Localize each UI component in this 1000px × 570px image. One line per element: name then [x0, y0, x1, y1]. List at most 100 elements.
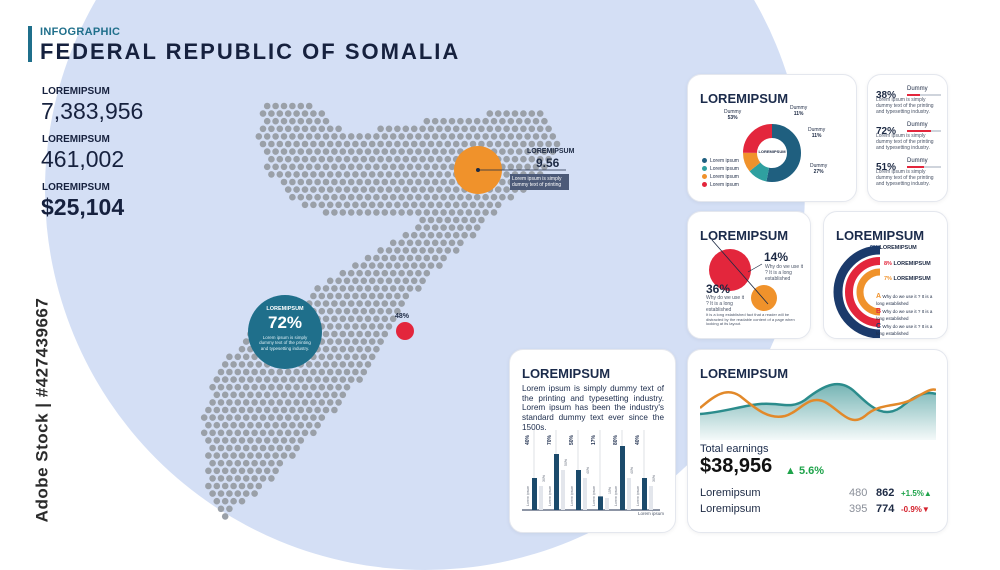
donut-legend: Lorem ipsum Lorem ipsum Lorem ipsum Lore… — [702, 157, 739, 189]
map-dot — [322, 376, 330, 383]
map-dot — [326, 292, 334, 300]
map-dot — [331, 148, 338, 155]
map-dot — [234, 399, 242, 406]
map-dot — [226, 383, 233, 391]
map-dot — [385, 140, 393, 148]
map-dot — [423, 209, 431, 216]
map-dot — [343, 155, 351, 163]
map-dot — [226, 459, 233, 467]
map-dot — [427, 231, 435, 239]
wave-orange — [700, 388, 936, 422]
row-label: Loremipsum — [700, 503, 761, 515]
donut-card: LOREMIPSUM LOREMIPSUM Dummy 53% Dummy 11% … — [687, 74, 857, 202]
map-dot — [347, 163, 355, 171]
map-dot — [515, 148, 523, 155]
map-dot — [368, 323, 376, 330]
map-dot — [310, 414, 317, 421]
bar-category-label: Lorem ipsum — [570, 486, 574, 506]
map-dot — [314, 285, 321, 292]
map-dot — [251, 414, 258, 421]
map-dot — [301, 383, 309, 391]
map-dot — [284, 125, 292, 133]
map-dot — [297, 102, 305, 110]
map-dot — [368, 262, 376, 269]
map-dot — [410, 186, 418, 193]
map-dot — [284, 140, 292, 148]
map-dot — [226, 399, 233, 406]
map-dot — [347, 209, 355, 216]
donut-chart — [743, 124, 801, 182]
title-accent-bar — [28, 26, 32, 62]
map-dot — [205, 421, 212, 429]
map-dot — [242, 475, 250, 482]
map-dot — [469, 231, 477, 239]
map-dot — [310, 110, 317, 117]
map-dot — [322, 178, 330, 186]
bar-secondary-label: 30% — [542, 475, 546, 482]
map-dot — [389, 163, 397, 171]
map-dot — [293, 368, 300, 376]
map-dot — [482, 209, 489, 216]
map-dot — [389, 285, 397, 292]
map-dot — [436, 140, 443, 148]
callout-label: LOREMIPSUM — [527, 148, 575, 155]
map-dot — [389, 269, 397, 277]
map-dot — [347, 133, 355, 140]
map-dot — [322, 406, 330, 414]
map-dot — [310, 368, 317, 376]
map-dot — [297, 178, 305, 186]
map-dot — [402, 247, 410, 254]
map-dot — [536, 110, 544, 117]
map-dot — [410, 247, 418, 254]
map-dot — [545, 140, 552, 148]
map-dot — [238, 452, 246, 459]
map-dot — [314, 133, 321, 140]
map-dot — [499, 117, 506, 125]
map-dot — [217, 459, 225, 467]
map-dot — [331, 193, 338, 201]
map-dot — [209, 414, 216, 421]
map-dot — [293, 383, 300, 391]
map-dot — [293, 155, 300, 163]
map-dot — [335, 186, 342, 193]
map-dot — [238, 497, 246, 505]
map-dot — [364, 178, 372, 186]
row-value-a: 395 — [849, 503, 868, 515]
map-dot — [389, 300, 397, 307]
map-dot — [444, 231, 452, 239]
map-dot — [226, 490, 233, 497]
map-dot — [339, 269, 347, 277]
map-dot — [251, 444, 258, 452]
map-dot — [457, 224, 464, 231]
map-dot — [272, 421, 279, 429]
donut-label-1: Dummy 53% — [724, 109, 742, 121]
map-dot — [419, 262, 426, 269]
map-dot — [503, 186, 510, 193]
map-dot — [520, 110, 527, 117]
map-dot — [507, 193, 515, 201]
map-dot — [305, 421, 313, 429]
map-dot — [541, 133, 548, 140]
total-earnings-change: ▲ 5.6% — [785, 465, 825, 477]
map-dot — [503, 140, 510, 148]
map-dot — [251, 490, 258, 497]
map-dot — [331, 361, 338, 368]
map-dot — [335, 277, 342, 285]
map-dot — [402, 186, 410, 193]
map-dot — [389, 209, 397, 216]
map-dot — [251, 429, 258, 437]
map-dot — [318, 155, 326, 163]
map-dot — [440, 193, 447, 201]
map-dot — [247, 421, 254, 429]
map-dot — [398, 285, 405, 292]
map-dot — [494, 186, 502, 193]
map-dot — [368, 353, 376, 361]
map-dot — [545, 125, 552, 133]
map-dot — [373, 285, 380, 292]
map-dot — [238, 406, 246, 414]
map-dot — [515, 133, 523, 140]
map-dot — [297, 117, 305, 125]
map-dot — [301, 110, 309, 117]
arc-legend: A Why do we use it ? It is a long establ… — [876, 292, 942, 337]
map-dot — [268, 140, 275, 148]
